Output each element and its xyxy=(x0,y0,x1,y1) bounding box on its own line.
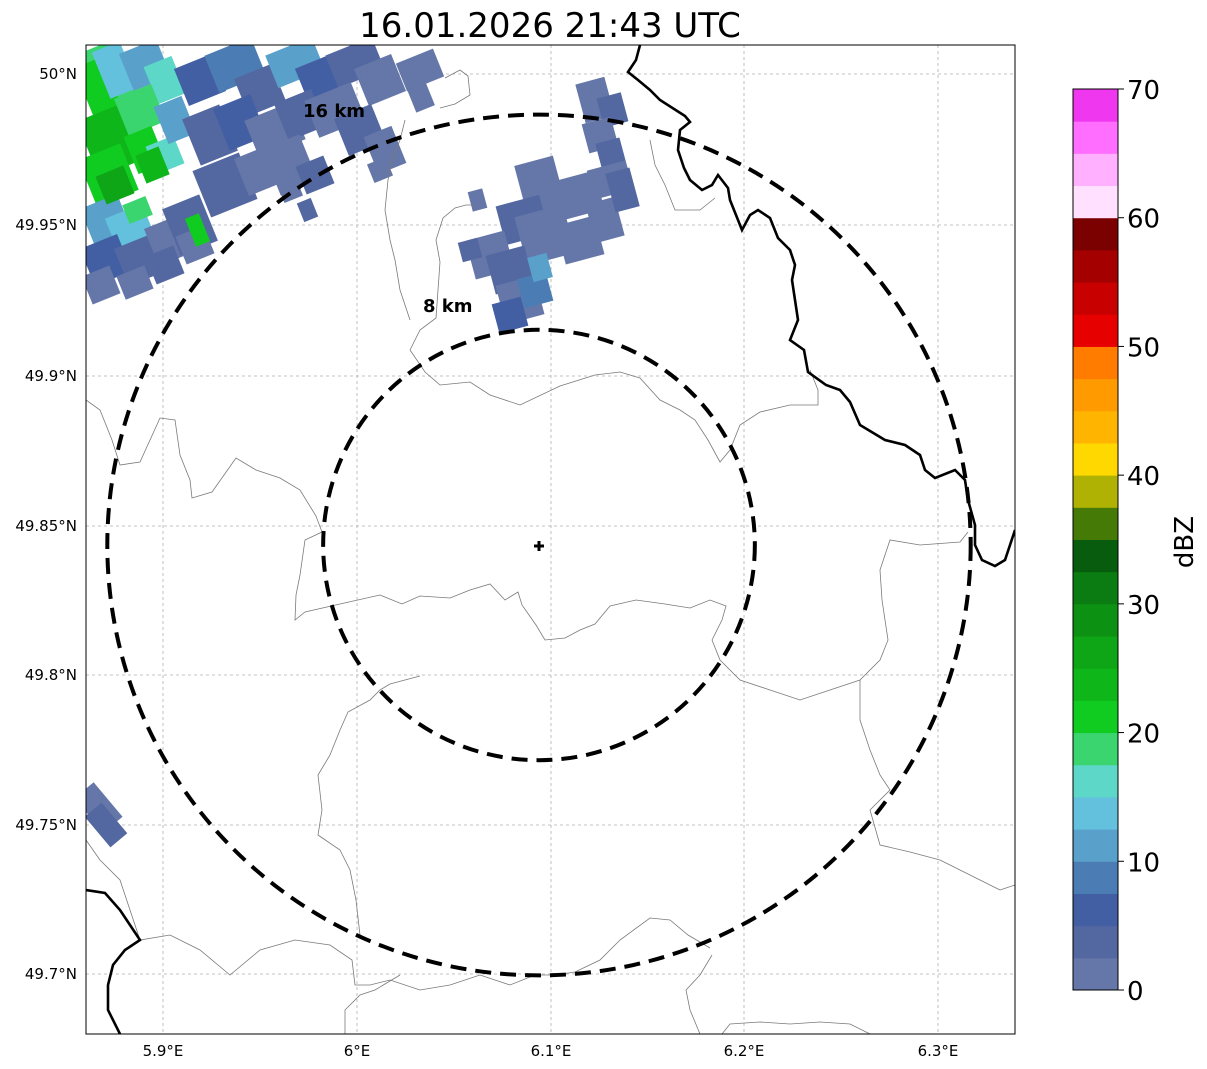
latitude-tick-label: 49.9°N xyxy=(25,367,77,385)
colorbar-segment xyxy=(1073,217,1118,251)
colorbar-segment xyxy=(1073,378,1118,412)
colorbar-segment xyxy=(1073,539,1118,573)
colorbar-segment xyxy=(1073,732,1118,766)
echo-gate xyxy=(113,83,167,137)
echo-gate xyxy=(135,146,170,184)
map-frame xyxy=(85,44,1016,1035)
colorbar-segment xyxy=(1073,282,1118,315)
colorbar-segment xyxy=(1073,185,1118,219)
longitude-tick-label: 6.3°E xyxy=(918,1042,959,1060)
colorbar-segment xyxy=(1073,603,1118,637)
colorbar-tick-label: 0 xyxy=(1127,977,1144,1007)
longitude-tick-labels: 5.9°E 6°E 6.1°E 6.2°E 6.3°E xyxy=(143,1042,959,1060)
longitude-tick-label: 6°E xyxy=(344,1042,371,1060)
echo-gate xyxy=(527,252,553,283)
latitude-tick-label: 50°N xyxy=(39,65,77,83)
range-ring-label-8km: 8 km xyxy=(423,296,473,317)
range-ring-label-16km: 16 km xyxy=(303,101,365,122)
echo-gate xyxy=(366,156,394,184)
latitude-tick-label: 49.7°N xyxy=(25,965,77,983)
admin-boundaries xyxy=(86,69,1015,1034)
echo-gate xyxy=(184,213,211,247)
colorbar-segment xyxy=(1073,442,1118,476)
echo-gate xyxy=(605,167,640,213)
echo-gate xyxy=(405,77,435,113)
colorbar-segment xyxy=(1073,957,1118,991)
colorbar-segment xyxy=(1073,346,1118,380)
colorbar-segment xyxy=(1073,796,1118,830)
range-ring xyxy=(105,112,973,978)
colorbar-segment xyxy=(1073,925,1118,959)
colorbar-label: dBZ xyxy=(1170,516,1200,568)
echo-gate xyxy=(296,197,319,223)
echo-gate xyxy=(86,802,128,848)
longitude-tick-label: 5.9°E xyxy=(143,1042,184,1060)
colorbar-segment xyxy=(1073,668,1118,701)
map-title: 16.01.2026 21:43 UTC xyxy=(359,6,741,46)
colorbar-segment xyxy=(1073,861,1118,894)
echo-gate xyxy=(153,95,197,145)
echo-gate xyxy=(467,188,488,212)
colorbar-segment xyxy=(1073,636,1118,669)
echo-gate xyxy=(516,271,554,309)
range-rings xyxy=(105,112,973,978)
longitude-tick-label: 6.2°E xyxy=(724,1042,765,1060)
national-borders xyxy=(86,45,1015,1034)
echo-gate xyxy=(491,296,529,334)
colorbar-tick-label: 20 xyxy=(1127,720,1160,750)
colorbar-segment xyxy=(1073,764,1118,798)
echo-gate xyxy=(514,204,576,266)
echo-gate xyxy=(86,265,121,305)
colorbar-tick-label: 10 xyxy=(1127,848,1160,878)
colorbar-segment xyxy=(1073,249,1118,283)
colorbar-segment xyxy=(1073,829,1118,862)
echo-gate xyxy=(457,237,483,263)
echo-gate xyxy=(353,53,407,107)
colorbar-segment xyxy=(1073,571,1118,605)
echo-gate xyxy=(95,165,135,205)
colorbar-tick-label: 40 xyxy=(1127,462,1160,492)
colorbar-frame xyxy=(1072,88,1119,991)
echo-gate xyxy=(395,48,445,92)
colorbar-segment xyxy=(1073,121,1118,154)
longitude-tick-label: 6.1°E xyxy=(531,1042,572,1060)
latitude-tick-labels: 50°N 49.95°N 49.9°N 49.85°N 49.8°N 49.75°N 49.… xyxy=(15,65,77,983)
latitude-tick-label: 49.85°N xyxy=(15,517,77,535)
range-ring xyxy=(321,327,757,763)
colorbar-segment xyxy=(1073,700,1118,734)
radar-site-marker xyxy=(534,541,544,551)
colorbar-segment xyxy=(1073,314,1118,347)
colorbar-segment xyxy=(1073,410,1118,444)
latitude-tick-label: 49.95°N xyxy=(15,216,77,234)
colorbar-tick-label: 70 xyxy=(1127,76,1160,106)
echo-gate xyxy=(116,265,154,300)
echo-gate xyxy=(122,196,153,224)
echo-gate xyxy=(91,45,139,99)
colorbar-segment xyxy=(1073,153,1118,187)
colorbar-segment xyxy=(1073,475,1118,508)
colorbar-tick-labels: 0 10 20 30 40 50 60 70 xyxy=(1118,76,1160,1007)
colorbar-segment xyxy=(1073,507,1118,540)
colorbar xyxy=(1073,89,1118,991)
colorbar-tick-label: 50 xyxy=(1127,333,1160,363)
colorbar-segment xyxy=(1073,89,1118,122)
colorbar-segment xyxy=(1073,893,1118,927)
colorbar-tick-label: 60 xyxy=(1127,205,1160,235)
echo-gate xyxy=(145,245,185,285)
colorbar-tick-label: 30 xyxy=(1127,591,1160,621)
latitude-tick-label: 49.8°N xyxy=(25,666,77,684)
latitude-tick-label: 49.75°N xyxy=(15,816,77,834)
